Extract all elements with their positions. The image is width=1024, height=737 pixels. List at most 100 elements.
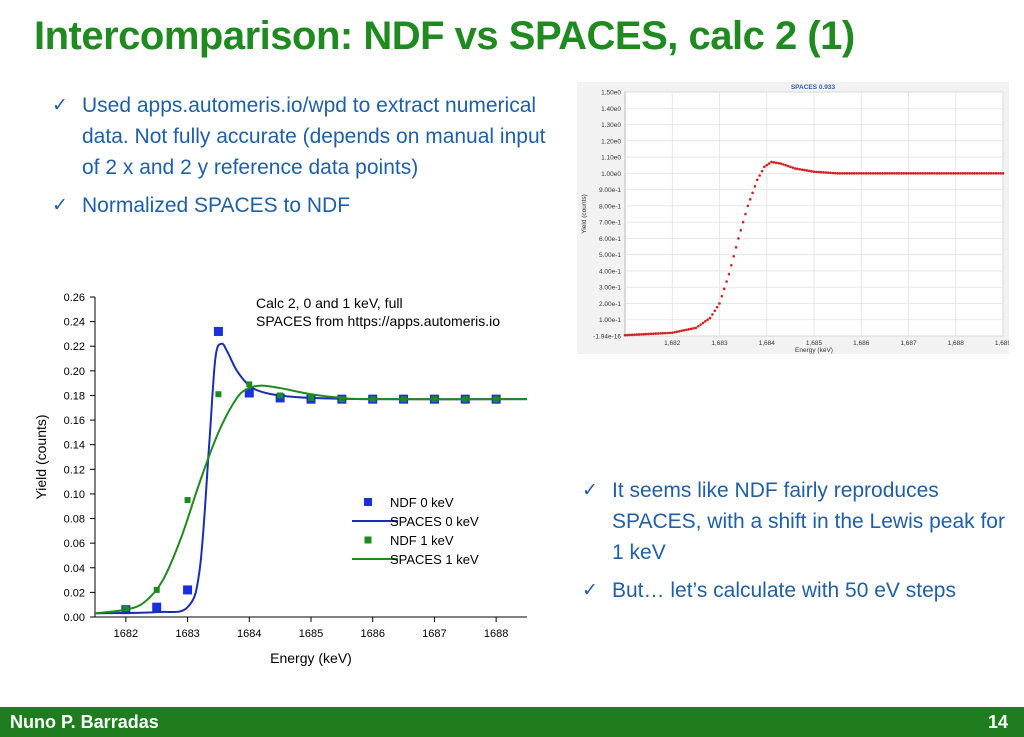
spaces-data-dot xyxy=(760,169,764,173)
spaces-data-dot xyxy=(926,172,929,175)
y-tick-label: 0.06 xyxy=(64,538,85,550)
y-tick-label: 6.00e-1 xyxy=(599,236,621,243)
spaces-data-dot xyxy=(867,172,870,175)
spaces-data-dot xyxy=(810,170,813,173)
spaces-data-dot xyxy=(973,172,976,175)
page-number: 14 xyxy=(987,712,1008,732)
spaces-data-dot xyxy=(692,327,695,330)
spaces-data-dot xyxy=(992,172,995,175)
spaces-data-dot xyxy=(800,168,804,171)
spaces-data-dot xyxy=(637,333,641,336)
intercomparison-chart: 0.00 0.02 0.04 0.06 0.08 0.10 0.12 0.14 0.16 0.18… xyxy=(33,292,528,666)
spaces-data-dot xyxy=(815,170,818,174)
spaces-data-dot xyxy=(829,171,832,175)
ndf-1-kev-point xyxy=(308,394,314,401)
y-tick-label: 3.00e-1 xyxy=(599,285,621,292)
spaces-data-dot xyxy=(919,172,922,175)
spaces-data-dot xyxy=(999,172,1002,175)
ndf-0-kev-point xyxy=(244,388,254,398)
bullet-item: ✓ But… let’s calculate with 50 eV steps xyxy=(578,575,1018,606)
y-tick-label: 0.24 xyxy=(64,317,85,329)
spaces-data-dot xyxy=(904,172,908,175)
y-tick-label: 4.00e-1 xyxy=(599,268,621,275)
ndf-0-kev-point xyxy=(183,585,193,595)
checkmark-icon: ✓ xyxy=(582,580,598,601)
x-tick-label: 1685 xyxy=(299,628,323,640)
y-tick-label: 1.00e-1 xyxy=(599,317,621,324)
x-tick-label: 1,686 xyxy=(853,340,870,347)
spaces-data-dot xyxy=(930,172,934,175)
bullet-item: ✓ It seems like NDF fairly reproduces SPA… xyxy=(578,475,1018,568)
spaces-data-dot xyxy=(701,321,705,325)
spaces-data-dot xyxy=(987,172,991,175)
spaces-data-dot xyxy=(897,172,901,175)
x-axis-label: Energy (keV) xyxy=(270,650,352,666)
spaces-data-dot xyxy=(824,171,828,174)
y-tick-label: 0.10 xyxy=(64,489,85,501)
legend-label: NDF 1 keV xyxy=(390,533,454,548)
spaces-data-dot xyxy=(744,212,747,216)
bullet-text: Used apps.automeris.io/wpd to extract nu… xyxy=(82,94,546,179)
spaces-data-dot xyxy=(909,172,913,175)
spaces-data-dot xyxy=(933,172,936,175)
spaces-data-dot xyxy=(841,172,844,175)
x-axis-label: Energy (keV) xyxy=(795,347,833,354)
spaces-data-dot xyxy=(928,172,932,175)
y-tick-label: 0.22 xyxy=(64,341,85,353)
spaces-data-dot xyxy=(836,172,839,175)
y-tick-label: 0.00 xyxy=(64,612,85,624)
spaces-data-dot xyxy=(720,294,724,298)
spaces-data-dot xyxy=(741,220,745,224)
spaces-data-dot xyxy=(659,332,662,335)
legend-label: SPACES 0 keV xyxy=(390,514,479,529)
spaces-data-dot xyxy=(666,331,669,335)
spaces-data-dot xyxy=(895,172,898,175)
spaces-data-dot xyxy=(989,172,993,175)
spaces-data-dot xyxy=(727,272,731,276)
spaces-data-dot xyxy=(739,228,743,232)
bullet-item: ✓ Normalized SPACES to NDF xyxy=(48,190,548,221)
spaces-data-dot xyxy=(661,331,665,335)
x-tick-label: 1686 xyxy=(360,628,384,640)
ndf-0-kev-point xyxy=(213,326,223,336)
spaces-data-dot xyxy=(687,328,691,331)
spaces-data-dot xyxy=(630,333,634,337)
spaces-data-dot xyxy=(911,172,915,175)
y-axis-label: Yield (counts) xyxy=(581,194,588,234)
spaces-data-dot xyxy=(758,174,761,177)
spaces-data-dot xyxy=(819,170,823,174)
x-tick-label: 1,687 xyxy=(900,340,917,347)
y-tick-label: 0.12 xyxy=(64,464,85,476)
chart-title: SPACES 0.933 xyxy=(791,84,836,91)
spaces-data-dot xyxy=(781,163,785,166)
spaces-0-kev-line xyxy=(94,342,528,615)
spaces-data-dot xyxy=(945,172,948,175)
x-tick-label: 1,682 xyxy=(664,340,681,347)
y-tick-label: 5.00e-1 xyxy=(599,252,621,259)
y-axis-label: Yield (counts) xyxy=(33,414,49,499)
spaces-data-dot xyxy=(885,172,889,175)
spaces-data-dot xyxy=(859,172,863,175)
spaces-data-dot xyxy=(805,169,809,172)
spaces-data-dot xyxy=(779,162,783,165)
spaces-data-dot xyxy=(994,172,998,175)
slide-title: Intercomparison: NDF vs SPACES, calc 2 (… xyxy=(34,14,855,58)
spaces-data-dot xyxy=(718,302,721,305)
spaces-data-dot xyxy=(751,191,754,195)
spaces-data-dot xyxy=(961,172,965,175)
spaces-data-dot xyxy=(921,172,924,175)
spaces-data-dot xyxy=(789,165,792,169)
spaces-data-dot xyxy=(956,172,960,175)
y-tick-label: 1.40e0 xyxy=(601,106,621,113)
checkmark-icon: ✓ xyxy=(582,480,598,501)
spaces-data-dot xyxy=(907,172,910,175)
y-tick-label: 0.08 xyxy=(64,514,85,526)
x-tick-label: 1,683 xyxy=(711,340,728,347)
spaces-data-dot xyxy=(949,172,953,175)
spaces-data-dot xyxy=(975,172,979,175)
spaces-data-dot xyxy=(900,172,903,175)
spaces-data-dot xyxy=(649,332,653,336)
spaces-data-dot xyxy=(708,316,712,320)
y-tick-label: 9.00e-1 xyxy=(599,187,621,194)
spaces-data-dot xyxy=(852,172,856,175)
